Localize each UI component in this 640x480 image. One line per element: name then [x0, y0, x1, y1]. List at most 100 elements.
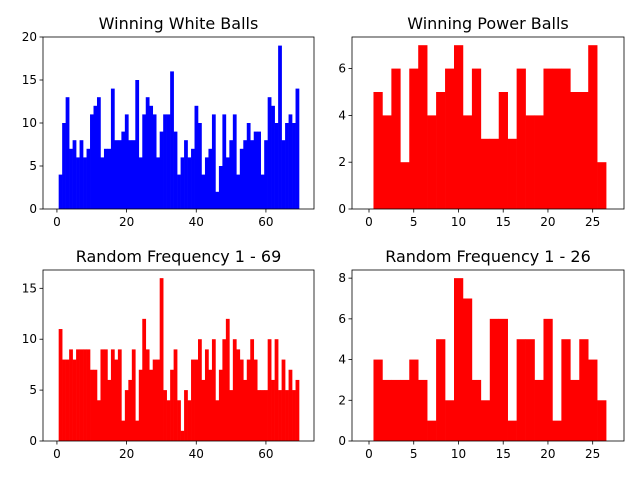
bar — [65, 359, 70, 441]
bar — [135, 80, 140, 209]
bar — [391, 379, 401, 441]
bar — [462, 115, 473, 209]
x-tick-label: 5 — [410, 215, 418, 229]
bar — [114, 359, 119, 441]
bar — [76, 157, 80, 209]
bar — [170, 369, 174, 441]
bar — [295, 379, 300, 441]
bar — [236, 349, 241, 441]
y-tick-label: 0 — [29, 202, 37, 216]
y-tick-label: 10 — [22, 332, 37, 346]
bar — [62, 123, 66, 209]
chart-title: Random Frequency 1 - 69 — [76, 247, 282, 266]
bar — [79, 140, 84, 209]
bar — [480, 400, 491, 441]
bar — [201, 379, 206, 441]
bar — [445, 68, 455, 210]
bar — [138, 157, 143, 209]
bar — [436, 339, 446, 441]
bar — [96, 400, 101, 441]
bar — [191, 359, 195, 441]
bar — [267, 339, 272, 441]
bar — [427, 420, 437, 441]
bar — [480, 138, 491, 209]
bar — [72, 140, 77, 209]
bar — [114, 140, 119, 209]
bar — [121, 420, 126, 441]
bar — [173, 349, 178, 441]
bar — [177, 400, 181, 441]
x-tick-label: 25 — [585, 447, 600, 461]
bar — [187, 400, 192, 441]
x-tick-label: 20 — [119, 215, 134, 229]
bar — [156, 359, 160, 441]
bar — [124, 114, 129, 209]
bar — [222, 114, 227, 209]
axes-frame — [42, 36, 315, 210]
y-tick-label: 6 — [338, 62, 346, 76]
bar — [288, 369, 293, 441]
bar — [588, 359, 598, 441]
bar — [180, 157, 185, 209]
bar — [110, 88, 115, 209]
x-tick-label: 15 — [496, 447, 511, 461]
bar — [246, 123, 251, 209]
bar — [204, 157, 209, 209]
axes-frame — [351, 36, 625, 210]
bar — [264, 140, 268, 209]
chart-title: Random Frequency 1 - 26 — [385, 247, 591, 266]
bar — [543, 318, 553, 441]
x-tick-label: 20 — [540, 215, 555, 229]
y-tick-label: 0 — [338, 202, 346, 216]
bar — [96, 97, 101, 209]
bar — [103, 349, 108, 441]
bar — [225, 157, 230, 209]
bar — [152, 359, 157, 441]
bar — [507, 138, 517, 209]
bar — [285, 390, 289, 441]
axes-frame — [351, 269, 625, 442]
x-tick-label: 60 — [258, 447, 273, 461]
bar — [170, 71, 174, 210]
bar — [232, 339, 237, 441]
bar — [243, 140, 248, 209]
bar — [285, 123, 289, 209]
bar — [597, 162, 607, 209]
chart-title: Winning Power Balls — [407, 14, 569, 33]
chart-title: Winning White Balls — [99, 14, 259, 33]
x-tick-label: 60 — [258, 215, 273, 229]
x-tick-label: 0 — [365, 447, 373, 461]
bar — [225, 318, 230, 441]
bar — [436, 91, 446, 209]
bar — [543, 68, 553, 210]
y-tick-label: 20 — [22, 30, 37, 44]
bar — [135, 420, 140, 441]
bar — [427, 115, 437, 209]
bar — [418, 379, 428, 441]
bar — [117, 349, 122, 441]
bar — [489, 138, 500, 209]
bar — [400, 162, 410, 209]
bar — [597, 400, 607, 441]
bar — [295, 88, 300, 209]
bar — [418, 45, 428, 209]
bar — [281, 359, 286, 441]
y-tick-label: 5 — [29, 159, 37, 173]
y-tick-label: 6 — [338, 312, 346, 326]
bar — [471, 379, 482, 441]
bar — [281, 140, 286, 209]
bar — [69, 148, 73, 209]
bar — [246, 359, 251, 441]
bar — [373, 359, 383, 441]
bar — [100, 349, 105, 441]
y-tick-label: 4 — [338, 353, 346, 367]
bar — [260, 390, 265, 441]
bar — [218, 166, 223, 209]
bar — [570, 91, 580, 209]
bar — [525, 339, 535, 441]
bar — [163, 114, 167, 209]
bar — [159, 131, 164, 209]
bar — [561, 339, 571, 441]
bar — [260, 174, 265, 209]
bar — [180, 430, 185, 441]
